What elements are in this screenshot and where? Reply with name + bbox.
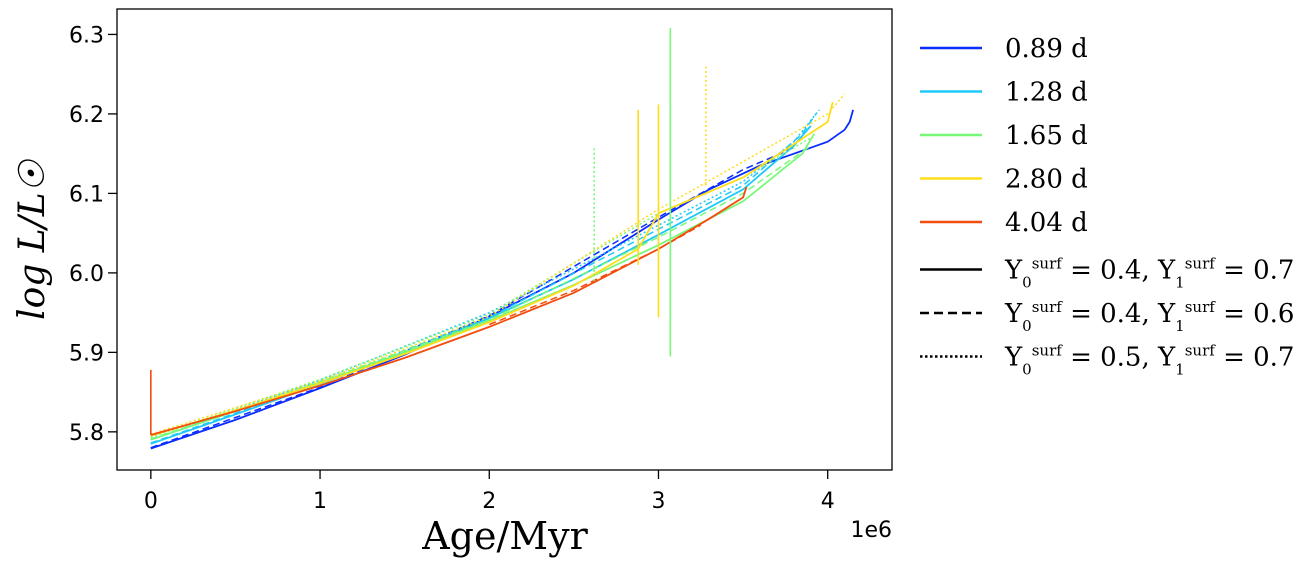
x-tick-label: 3 bbox=[651, 489, 665, 514]
legend-label-solid: Y0surf = 0.4, Y1surf = 0.7 bbox=[1004, 255, 1294, 292]
y-tick-label: 6.0 bbox=[69, 262, 104, 287]
plot-background bbox=[117, 9, 892, 470]
x-tick-label: 2 bbox=[482, 489, 496, 514]
y-tick-label: 6.3 bbox=[69, 23, 104, 48]
legend-label-1-65-d: 1.65 d bbox=[1005, 121, 1088, 151]
legend-label-0-89-d: 0.89 d bbox=[1005, 34, 1088, 64]
x-axis-offset-text: 1e6 bbox=[850, 518, 892, 543]
legend-label-dashed: Y0surf = 0.4, Y1surf = 0.6 bbox=[1004, 298, 1294, 335]
series-line-0-89-d-solid bbox=[150, 109, 854, 450]
y-axis: 5.8 5.9 6.0 6.1 6.2 6.3 bbox=[69, 23, 117, 446]
y-tick-label: 5.9 bbox=[69, 341, 104, 366]
series-line-4-04-d-solid bbox=[150, 186, 748, 436]
legend-label-dotted: Y0surf = 0.5, Y1surf = 0.7 bbox=[1004, 342, 1294, 379]
x-tick-label: 1 bbox=[313, 489, 327, 514]
series-line-4-04-d-dashed bbox=[489, 224, 702, 326]
legend: 0.89 d 1.28 d 1.65 d 2.80 d 4.04 d Y0surf = 0… bbox=[920, 34, 1294, 379]
x-axis-label: Age/Myr bbox=[421, 514, 588, 558]
legend-label-1-28-d: 1.28 d bbox=[1005, 78, 1088, 108]
x-axis: 0 1 2 3 4 bbox=[144, 470, 835, 514]
y-tick-label: 6.2 bbox=[69, 103, 104, 128]
y-tick-label: 6.1 bbox=[69, 182, 104, 207]
y-tick-label: 5.8 bbox=[69, 421, 104, 446]
series-line-1-28-d-dotted bbox=[150, 109, 820, 441]
series-line-1-65-d-dashed bbox=[150, 145, 812, 440]
x-tick-label: 4 bbox=[821, 489, 835, 514]
y-axis-label: log L/L☉ bbox=[12, 158, 53, 320]
series-line-2-80-d-solid bbox=[150, 101, 834, 437]
legend-label-2-80-d: 2.80 d bbox=[1005, 165, 1088, 195]
series-layer bbox=[150, 28, 854, 450]
legend-label-4-04-d: 4.04 d bbox=[1005, 208, 1088, 238]
x-tick-label: 0 bbox=[144, 489, 158, 514]
plot-frame bbox=[116, 8, 893, 471]
